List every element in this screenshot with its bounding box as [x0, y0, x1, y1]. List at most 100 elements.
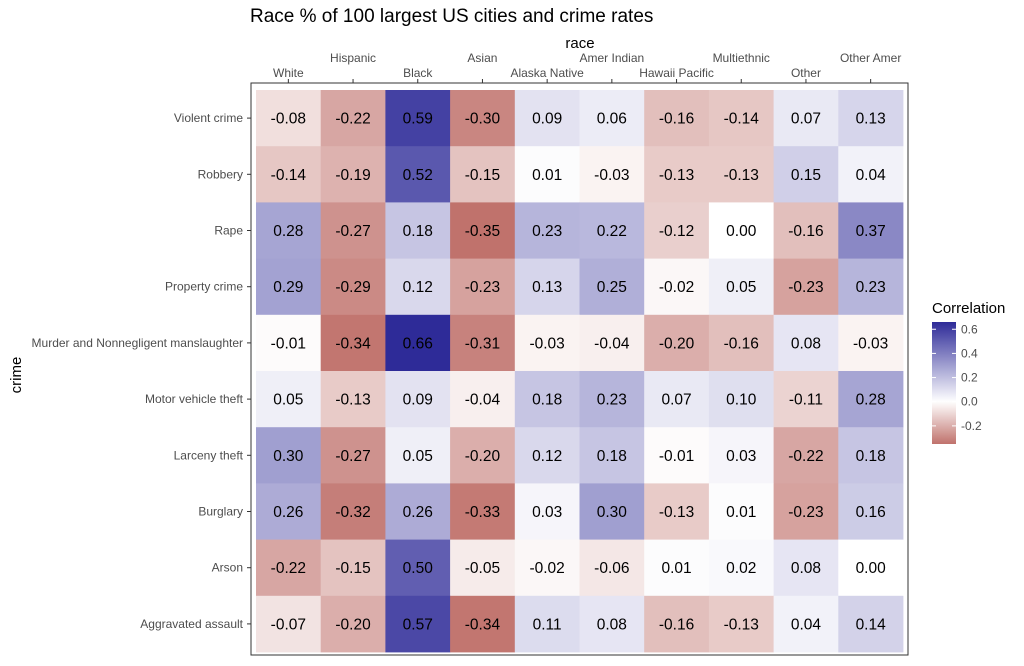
x-tick-label-other: Other [791, 66, 821, 80]
heatmap-cell [708, 483, 774, 540]
cell-value-label: 0.18 [532, 392, 562, 409]
heatmap-cell [385, 258, 451, 316]
y-tick-label-arson: Arson [212, 561, 243, 575]
cell-value-label: 0.23 [532, 223, 562, 240]
cell-value-label: -0.27 [335, 223, 370, 240]
cell-value-label: -0.01 [271, 335, 306, 352]
cell-value-label: 0.10 [726, 392, 757, 409]
heatmap-cell [838, 483, 904, 540]
x-tick-label-asian: Asian [467, 51, 497, 65]
heatmap-cell [579, 314, 645, 372]
heatmap-cell [838, 146, 904, 203]
heatmap-cell [256, 146, 322, 203]
cell-value-label: -0.34 [465, 616, 501, 633]
cell-value-label: 0.16 [856, 504, 886, 521]
x-tick-label-hawaii-pacific: Hawaii Pacific [639, 66, 714, 80]
heatmap-cell [773, 202, 839, 259]
heatmap-cell [514, 314, 580, 372]
cell-value-label: -0.20 [335, 616, 371, 633]
heatmap-cell [320, 146, 386, 203]
cell-value-label: 0.18 [403, 223, 433, 240]
heatmap-cell [514, 595, 580, 653]
heatmap-cell [514, 258, 580, 316]
x-tick-label-white: White [273, 66, 304, 80]
heatmap-cell [256, 314, 322, 372]
cell-value-label: -0.20 [659, 335, 695, 352]
y-tick-label-murder-and-nonnegligent-manslaughter: Murder and Nonnegligent manslaughter [32, 336, 243, 350]
heatmap-cell [450, 483, 516, 540]
heatmap-cell [579, 595, 645, 653]
cell-value-label: 0.14 [856, 616, 887, 633]
cell-value-label: 0.03 [726, 448, 756, 465]
heatmap-cell [708, 371, 774, 428]
heatmap-cell [385, 483, 451, 540]
cell-value-label: -0.30 [465, 111, 501, 128]
cell-value-label: -0.31 [465, 335, 500, 352]
cell-value-label: 0.15 [791, 167, 821, 184]
heatmap-cell [838, 90, 904, 147]
heatmap-cell [644, 258, 710, 316]
heatmap-cell [450, 90, 516, 147]
cell-value-label: 0.12 [403, 279, 433, 296]
cell-value-label: 0.29 [273, 279, 303, 296]
cell-value-label: 0.09 [403, 392, 433, 409]
legend: Correlation 0.6 0.4 0.2 0.0 -0.2 [932, 300, 1005, 444]
cell-value-label: 0.00 [726, 223, 757, 240]
cell-value-label: 0.13 [532, 279, 562, 296]
cell-value-label: 0.30 [597, 504, 628, 521]
heatmap-cell [708, 427, 774, 484]
heatmap-cell [514, 539, 580, 597]
heatmap-cell [644, 146, 710, 203]
cell-value-label: -0.27 [335, 448, 370, 465]
heatmap-cell [320, 595, 386, 653]
heatmap-cells [256, 90, 904, 653]
heatmap-cell [644, 314, 710, 372]
cell-value-label: -0.12 [659, 223, 694, 240]
x-tick-label-multiethnic: Multiethnic [713, 51, 770, 65]
heatmap-cell [579, 202, 645, 259]
heatmap-cell [838, 258, 904, 316]
cell-value-label: 0.01 [532, 167, 562, 184]
heatmap-cell [644, 202, 710, 259]
cell-value-label: 0.57 [403, 616, 433, 633]
heatmap-cell [579, 90, 645, 147]
heatmap-cell [385, 371, 451, 428]
legend-tick-label: 0.0 [961, 395, 978, 409]
heatmap-cell [773, 427, 839, 484]
cell-value-label: -0.07 [271, 616, 306, 633]
heatmap-cell [385, 314, 451, 372]
heatmap-cell [579, 258, 645, 316]
cell-value-label: 0.13 [856, 111, 886, 128]
cell-value-label: -0.15 [465, 167, 500, 184]
heatmap-cell [450, 314, 516, 372]
heatmap-cell [450, 427, 516, 484]
heatmap-cell [773, 539, 839, 597]
cell-value-label: -0.13 [659, 167, 694, 184]
panel-border [250, 82, 909, 656]
cell-value-label: -0.03 [529, 335, 564, 352]
heatmap-cell [579, 371, 645, 428]
heatmap-cell [514, 202, 580, 259]
heatmap-cell [579, 146, 645, 203]
legend-tick-label: 0.4 [961, 346, 978, 360]
heatmap-cell [579, 427, 645, 484]
y-tick-label-rape: Rape [214, 224, 243, 238]
cell-value-label: -0.16 [788, 223, 823, 240]
cell-value-label: -0.13 [724, 167, 759, 184]
cell-value-label: 0.28 [856, 392, 886, 409]
legend-tick-label: 0.6 [961, 322, 978, 336]
cell-value-label: 0.03 [532, 504, 562, 521]
cell-value-label: -0.11 [789, 392, 823, 409]
heatmap-cell [256, 427, 322, 484]
y-tick-label-aggravated-assault: Aggravated assault [140, 617, 243, 631]
heatmap-cell [385, 427, 451, 484]
cell-value-label: 0.04 [856, 167, 887, 184]
heatmap-cell [708, 90, 774, 147]
legend-colorbar [932, 322, 956, 444]
cell-value-label: -0.14 [271, 167, 307, 184]
heatmap-cell [256, 483, 322, 540]
cell-value-label: 0.08 [791, 560, 821, 577]
legend-title: Correlation [932, 300, 1005, 317]
heatmap-cell [514, 90, 580, 147]
